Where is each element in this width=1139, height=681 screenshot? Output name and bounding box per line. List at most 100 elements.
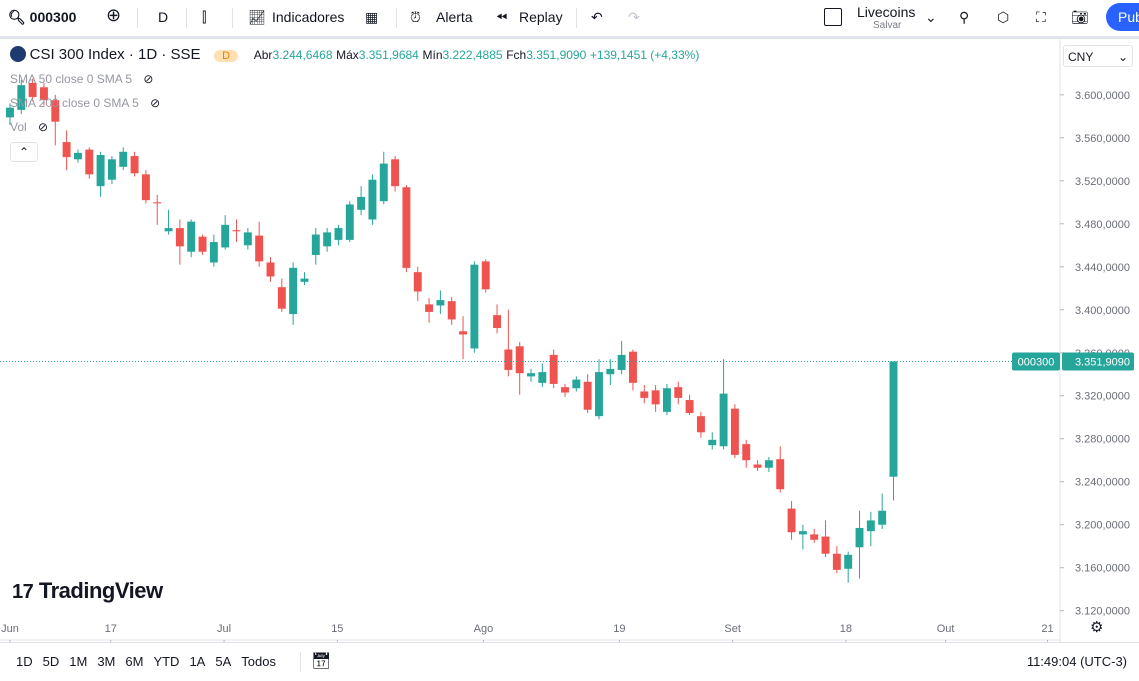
separator <box>576 8 577 28</box>
x-tick-label: Jul <box>217 623 231 635</box>
date-range[interactable]: 📅︎ <box>311 653 332 670</box>
layout-name[interactable]: Livecoins <box>857 4 916 20</box>
candle-body <box>289 267 298 315</box>
high-value: 3.351,9684 <box>358 48 419 62</box>
add-symbol[interactable]: ⊕ <box>106 5 122 25</box>
candle-body <box>164 228 173 232</box>
visibility-toggle[interactable]: ⊘ <box>38 120 49 134</box>
separator <box>232 8 233 28</box>
candle-body <box>153 202 162 204</box>
close-label: Fch <box>506 48 527 62</box>
range-button[interactable]: 1M <box>69 654 88 669</box>
candle-body <box>391 159 400 187</box>
publish-button[interactable]: Pub <box>1106 3 1139 31</box>
candle-body <box>28 82 37 97</box>
candle-body <box>810 534 819 540</box>
redo[interactable]: ↷ <box>628 9 640 25</box>
candle-body <box>209 242 218 263</box>
x-tick-label: Set <box>724 623 741 635</box>
range-button[interactable]: Todos <box>241 654 276 669</box>
y-tick-label: 3.160,0000 <box>1075 563 1130 575</box>
symbol-search[interactable]: 🔍︎ 000300 <box>8 9 77 25</box>
range-button[interactable]: 1D <box>16 654 33 669</box>
candle-body <box>515 346 524 374</box>
candle-body <box>436 300 445 306</box>
x-tick-label: 17 <box>105 623 117 635</box>
candle-body <box>753 464 762 468</box>
candle-body <box>844 554 853 569</box>
candle-body <box>764 460 773 468</box>
candle-body <box>821 536 830 554</box>
range-button[interactable]: 5A <box>215 654 232 669</box>
fullscreen[interactable]: ⛶ <box>1036 9 1046 25</box>
candle-body <box>651 390 660 405</box>
candle-body <box>402 187 411 268</box>
currency-select[interactable]: CNY ⌄ <box>1063 45 1133 67</box>
candle-body <box>62 142 71 158</box>
range-button[interactable]: YTD <box>153 654 180 669</box>
range-button[interactable]: 6M <box>125 654 144 669</box>
alert-button[interactable]: Alerta <box>436 9 473 25</box>
layout-menu[interactable]: ⌄ <box>925 9 937 25</box>
open-value: 3.244,6468 <box>272 48 333 62</box>
candle-body <box>572 379 581 389</box>
y-tick-label: 3.600,0000 <box>1075 90 1130 102</box>
candle-body <box>277 287 286 309</box>
interval[interactable]: D <box>158 9 169 25</box>
candle-body <box>96 155 105 187</box>
x-tick-label: Ago <box>474 623 494 635</box>
candle-body <box>561 387 569 393</box>
y-tick-label: 3.560,0000 <box>1075 133 1130 145</box>
chart-type[interactable]: ⫿ <box>202 9 207 25</box>
separator <box>137 8 138 28</box>
candle-body <box>787 508 796 533</box>
range-button[interactable]: 5D <box>42 654 60 669</box>
settings[interactable]: ⬡ <box>997 9 1010 25</box>
alert-icon: ⏰︎ <box>410 9 421 25</box>
candle-body <box>187 221 196 252</box>
candle-body <box>17 85 26 110</box>
bottom-bar: 1D 5D 1M 3M 6M YTD 1A 5A Todos 📅︎ 11:49:04 (UTC-… <box>0 642 1139 681</box>
indicators-button[interactable]: Indicadores <box>272 9 345 25</box>
high-label: Máx <box>336 48 359 62</box>
indicator-row: Vol ⊘ <box>10 120 48 134</box>
replay-button[interactable]: Replay <box>519 9 563 25</box>
candle-body <box>504 349 513 370</box>
axis-settings[interactable]: ⚙ <box>1090 619 1104 636</box>
separator <box>300 652 301 672</box>
candle-body <box>617 354 626 370</box>
replay-icon: ⏪︎ <box>496 9 508 25</box>
visibility-toggle[interactable]: ⊘ <box>143 72 154 86</box>
candle-body <box>345 204 354 240</box>
candle-body <box>538 372 547 383</box>
candle-body <box>334 228 343 240</box>
symbol-logo <box>10 46 26 62</box>
range-button[interactable]: 1A <box>189 654 206 669</box>
candle-body <box>6 107 14 118</box>
candle-body <box>73 152 82 160</box>
y-tick-label: 3.280,0000 <box>1075 434 1130 446</box>
undo[interactable]: ↶ <box>591 9 603 25</box>
indicator-row: SMA 50 close 0 SMA 5 ⊘ <box>10 72 153 86</box>
visibility-toggle[interactable]: ⊘ <box>150 96 161 110</box>
candle-body <box>232 230 241 232</box>
close-value: 3.351,9090 <box>526 48 587 62</box>
low-label: Mín <box>422 48 443 62</box>
candle-body <box>130 156 139 174</box>
templates[interactable]: ▦ <box>365 9 379 25</box>
candle-body <box>198 236 207 252</box>
quick-search[interactable]: ⚲ <box>959 9 970 25</box>
chart: 3.120,0000 3.160,0000 3.200,0000 3.240,0000… <box>0 38 1134 642</box>
range-button[interactable]: 3M <box>97 654 116 669</box>
snapshot[interactable]: 📷︎ <box>1071 9 1089 25</box>
candle-body <box>413 272 422 292</box>
candle-body <box>470 264 479 349</box>
candle-body <box>889 361 898 477</box>
legend-badge: D <box>214 50 239 62</box>
y-tick-label: 3.120,0000 <box>1075 606 1130 618</box>
indicator-name: SMA 50 close 0 SMA 5 <box>10 72 133 86</box>
candle-body <box>527 373 535 377</box>
collapse-legend[interactable]: ⌃ <box>10 142 38 162</box>
candle-body <box>266 262 275 277</box>
candle-body <box>243 232 252 246</box>
